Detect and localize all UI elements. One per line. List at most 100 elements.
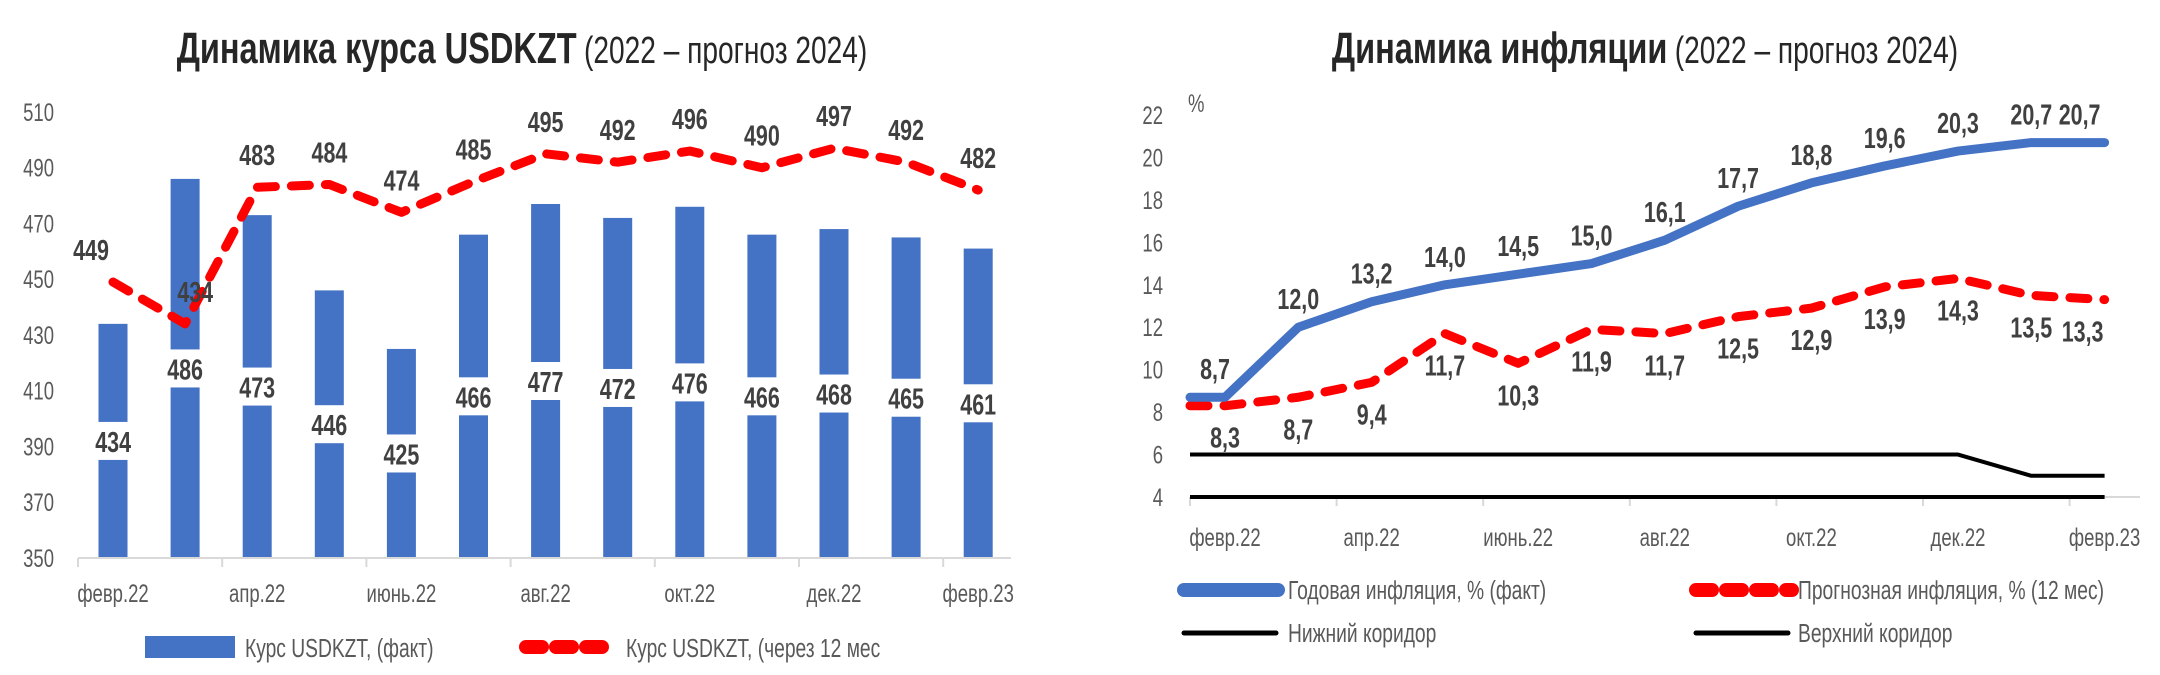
usdkzt-title-main: Динамика курса USDKZT xyxy=(177,24,577,73)
forecast-data-label: 13,9 xyxy=(1864,304,1906,336)
usdkzt-title-sub: (2022 – прогноз 2024) xyxy=(584,30,867,72)
bar-data-label: 466 xyxy=(456,382,492,414)
fact-data-label: 17,7 xyxy=(1717,163,1759,195)
line-data-label: 496 xyxy=(672,104,708,136)
bar-label-bg xyxy=(884,378,929,417)
fact-data-label: 8,7 xyxy=(1200,354,1230,386)
inflation-chart: 4 6 8 10 12 14 16 18 20 22 февр.22 апр.22 июнь.22 авг… xyxy=(1142,100,2140,552)
legend-label-inflation-forecast: Прогнозная инфляция, % (12 мес) xyxy=(1798,575,2104,605)
bar-label-bg xyxy=(739,377,784,416)
y-tick-label: 20 xyxy=(1142,144,1163,172)
bar-label-bg xyxy=(307,405,352,444)
forecast-data-label: 9,4 xyxy=(1357,399,1388,431)
bar-label-bg xyxy=(163,349,208,388)
fact-data-label: 14,0 xyxy=(1424,242,1466,274)
y-tick-label: 4 xyxy=(1153,483,1163,511)
x-tick-label: апр.22 xyxy=(229,579,285,607)
usdkzt-legend: Курс USDKZT, (факт) Курс USDKZT, (через … xyxy=(145,633,880,663)
line-data-label: 474 xyxy=(384,165,420,197)
bar-label-bg xyxy=(595,368,640,407)
y-tick-label: 490 xyxy=(23,154,54,182)
y-tick-label: 370 xyxy=(23,489,54,517)
legend-swatch-usdkzt-fact xyxy=(145,636,235,658)
fact-data-label: 18,8 xyxy=(1791,140,1833,172)
x-tick-label: окт.22 xyxy=(1786,523,1837,551)
bar-data-label: 477 xyxy=(528,367,564,399)
x-tick-label: февр.22 xyxy=(1189,523,1260,551)
bar-data-label: 446 xyxy=(311,410,347,442)
y-tick-label: 8 xyxy=(1153,398,1163,426)
x-tick-label: дек.22 xyxy=(807,579,862,607)
bar-label-bg xyxy=(235,367,280,406)
line-data-label: 483 xyxy=(239,140,275,172)
bar-data-label: 466 xyxy=(744,382,780,414)
x-tick-label: февр.22 xyxy=(77,579,148,607)
fact-data-label: 19,6 xyxy=(1864,123,1906,155)
forecast-data-label: 14,3 xyxy=(1937,295,1979,327)
legend-label-usdkzt-forecast: Курс USDKZT, (через 12 мес xyxy=(626,633,880,663)
legend-label-upper-corridor: Верхний коридор xyxy=(1798,618,1952,648)
x-tick-label: апр.22 xyxy=(1343,523,1399,551)
y-tick-label: 22 xyxy=(1142,101,1163,129)
bar-label-bg xyxy=(812,374,856,413)
y-tick-label: 430 xyxy=(23,321,54,349)
fact-data-label: 20,3 xyxy=(1937,108,1979,140)
forecast-data-label: 11,7 xyxy=(1425,351,1466,383)
line-inflation-forecast xyxy=(1185,273,2110,411)
y-tick-label: 470 xyxy=(23,210,54,238)
x-tick-label: февр.23 xyxy=(2069,523,2140,551)
y-tick-label: 450 xyxy=(23,266,54,294)
bar-data-label: 468 xyxy=(816,380,852,412)
fact-data-label: 20,7 xyxy=(2059,100,2101,132)
fact-data-label: 15,0 xyxy=(1571,221,1613,253)
fact-data-label: 13,2 xyxy=(1351,259,1393,291)
forecast-data-label: 12,5 xyxy=(1717,334,1759,366)
y-tick-label: 6 xyxy=(1153,441,1163,469)
inflation-chart-title: Динамика инфляции (2022 – прогноз 2024) xyxy=(1332,24,1958,73)
bar-label-bg xyxy=(91,421,135,460)
forecast-data-label: 13,5 xyxy=(2010,312,2052,344)
bar-label-bg xyxy=(379,434,424,473)
x-tick-label: июнь.22 xyxy=(1483,523,1553,551)
line-data-label: 434 xyxy=(177,277,213,309)
forecast-data-label: 11,7 xyxy=(1645,351,1686,383)
line-data-label: 449 xyxy=(73,235,109,267)
y-tick-label: 350 xyxy=(23,544,54,572)
line-inflation-fact xyxy=(1185,138,2110,402)
y-tick-label: 12 xyxy=(1142,313,1163,341)
legend-label-lower-corridor: Нижний коридор xyxy=(1288,618,1436,648)
bar-data-label: 465 xyxy=(888,384,924,416)
x-tick-label: авг.22 xyxy=(520,579,570,607)
bar-data-label: 476 xyxy=(672,368,708,400)
line-data-label: 497 xyxy=(816,101,852,133)
y-tick-label: 14 xyxy=(1142,271,1163,299)
fact-data-label: 12,0 xyxy=(1277,284,1319,316)
inflation-title-main: Динамика инфляции xyxy=(1332,24,1667,73)
y-tick-label: 390 xyxy=(23,433,54,461)
fact-data-label: 14,5 xyxy=(1497,231,1539,263)
y-tick-label: 510 xyxy=(23,98,54,126)
line-data-label: 484 xyxy=(312,137,348,169)
forecast-data-label: 11,9 xyxy=(1571,346,1612,378)
bar-data-label: 486 xyxy=(167,354,203,386)
line-data-label: 490 xyxy=(744,121,780,153)
fact-data-label: 20,7 xyxy=(2010,100,2052,132)
line-data-label: 492 xyxy=(888,115,924,147)
bar-label-bg xyxy=(956,384,1001,423)
x-tick-label: дек.22 xyxy=(1931,523,1986,551)
bar-data-label: 473 xyxy=(239,373,275,405)
bar-data-label: 461 xyxy=(960,389,996,421)
legend-label-usdkzt-fact: Курс USDKZT, (факт) xyxy=(245,633,433,663)
y-tick-label: 10 xyxy=(1142,356,1163,384)
usdkzt-chart: 350 370 390 410 430 450 470 490 510 февр.22 апр.22… xyxy=(23,98,1014,607)
x-tick-label: окт.22 xyxy=(664,579,715,607)
bar-data-label: 425 xyxy=(384,439,420,471)
usdkzt-chart-title: Динамика курса USDKZT (2022 – прогноз 202… xyxy=(177,24,868,73)
bar-label-bg xyxy=(523,361,568,400)
line-data-label: 495 xyxy=(528,107,564,139)
bar-label-bg xyxy=(451,377,496,416)
legend-label-inflation-fact: Годовая инфляция, % (факт) xyxy=(1288,575,1546,605)
y-tick-label: 18 xyxy=(1142,186,1163,214)
forecast-data-label: 8,7 xyxy=(1283,414,1313,446)
